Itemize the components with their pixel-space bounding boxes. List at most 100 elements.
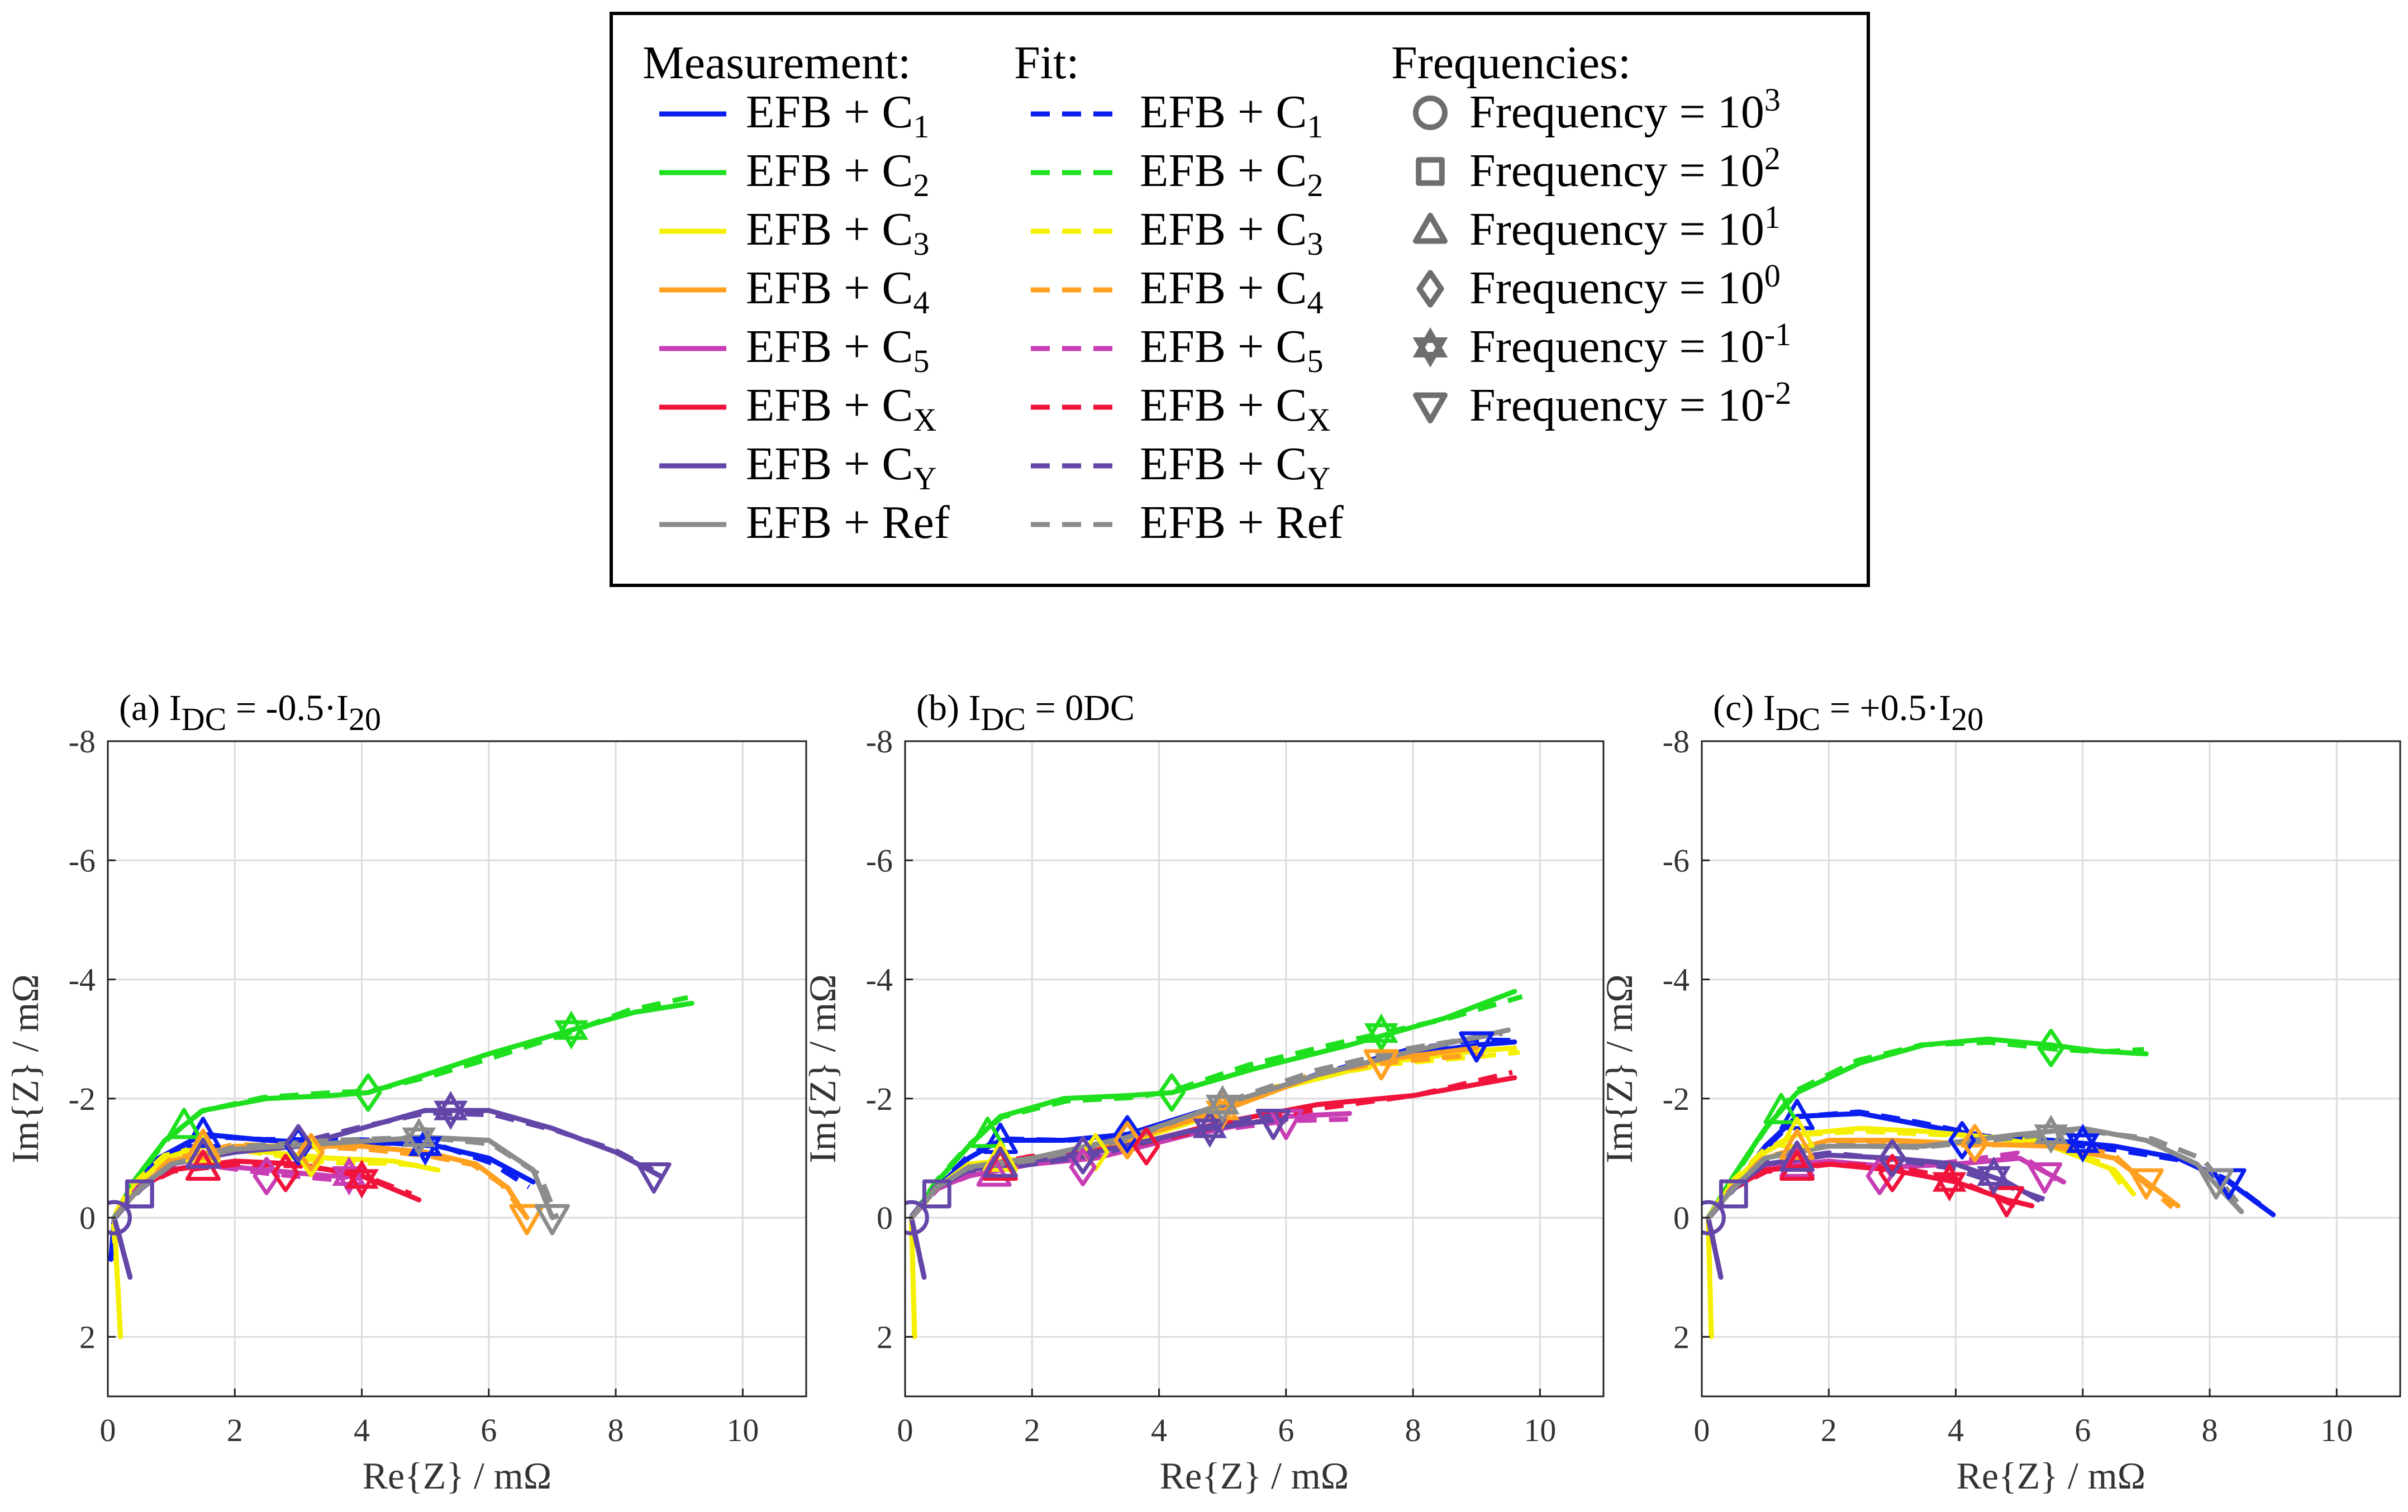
data-marker — [1459, 1031, 1495, 1063]
data-marker — [185, 1128, 221, 1160]
legend: Measurement: Fit: Frequencies: EFB + C1 E… — [610, 12, 1870, 587]
data-marker — [1205, 1085, 1240, 1124]
y-tick-label: -2 — [866, 1081, 893, 1117]
y-tick-label: -2 — [69, 1081, 96, 1117]
x-tick-label: 6 — [1278, 1412, 1294, 1448]
x-tick-label: 6 — [2074, 1412, 2091, 1448]
data-marker — [1702, 1200, 1726, 1236]
legend-frequency-label: Frequency = 102 — [1469, 140, 1781, 197]
data-marker — [166, 1108, 202, 1139]
data-marker — [297, 1133, 325, 1172]
fit-line — [1706, 1138, 2174, 1219]
legend-fit-label: EFB + Ref — [1140, 497, 1344, 548]
fit-line — [1706, 1039, 2144, 1219]
x-axis-label: Re{Z} / mΩ — [1957, 1454, 2146, 1497]
data-marker — [2066, 1123, 2100, 1163]
legend-fit-label: EFB + CX — [1140, 379, 1330, 438]
fit-line — [112, 995, 689, 1219]
data-marker — [402, 1118, 436, 1157]
data-marker — [922, 1179, 951, 1209]
legend-measurement-label: EFB + C2 — [746, 145, 929, 203]
chart-panels: 0 2 4 6 8 10 -8 -6 -4 -2 0 2 (a) IDC = -0.5·I20 Re{Z}… — [4, 688, 2401, 1497]
x-tick-label: 0 — [1694, 1412, 1710, 1448]
fit-line — [1706, 1109, 2268, 1220]
legend-measurement-label: EFB + C3 — [746, 203, 929, 262]
legend-measurement-label: EFB + C4 — [746, 262, 929, 321]
legend-measurement-label: EFB + Ref — [746, 497, 950, 548]
data-marker — [1779, 1140, 1815, 1172]
legend-frequency-label: Frequency = 100 — [1469, 257, 1781, 314]
y-tick-label: -6 — [69, 842, 96, 879]
panel-b: 0 2 4 6 8 10 -8 -6 -4 -2 0 2 (b) IDC = 0DC Re{Z} / mΩ… — [801, 688, 1605, 1497]
fit-line — [112, 1134, 560, 1220]
axes-frame — [1701, 740, 2401, 1397]
y-tick-label: -4 — [69, 962, 96, 998]
legend-fit-label: EFB + C2 — [1140, 145, 1323, 203]
x-tick-label: 2 — [227, 1412, 243, 1448]
y-tick-label: -8 — [69, 723, 96, 760]
legend-fit-label: EFB + CY — [1140, 438, 1330, 497]
x-tick-label: 0 — [897, 1412, 913, 1448]
fit-line — [909, 994, 1523, 1219]
data-marker — [554, 1010, 588, 1050]
panel-c: 0 2 4 6 8 10 -8 -6 -4 -2 0 2 (c) IDC = +0.5·I20 Re{Z}… — [1598, 688, 2401, 1497]
plot-area — [905, 989, 1523, 1339]
legend-fit-label: EFB + C5 — [1140, 321, 1323, 379]
data-marker — [1193, 1109, 1227, 1148]
legend-measurement-label: EFB + C1 — [746, 86, 929, 145]
y-tick-label: -4 — [866, 962, 893, 998]
legend-hexagram-icon — [1412, 327, 1448, 368]
data-marker — [2034, 1114, 2068, 1154]
data-marker — [1779, 1149, 1815, 1181]
legend-triangle-up-icon — [1413, 213, 1448, 244]
legend-fit-header: Fit: — [1014, 37, 1079, 89]
x-tick-label: 10 — [2320, 1412, 2353, 1448]
data-marker — [1779, 1128, 1815, 1160]
data-marker — [1719, 1179, 1748, 1209]
data-marker — [534, 1204, 570, 1236]
x-tick-label: 2 — [1024, 1412, 1040, 1448]
y-axis-label: Im{Z} / mΩ — [801, 974, 844, 1163]
data-marker — [1113, 1115, 1141, 1154]
axes-frame — [904, 740, 1605, 1397]
legend-frequency-label: Frequency = 10-2 — [1469, 375, 1791, 431]
legend-measurement-label: EFB + CY — [746, 438, 936, 497]
data-marker — [1364, 1013, 1398, 1053]
data-marker — [434, 1091, 468, 1131]
data-marker — [1988, 1186, 2024, 1218]
data-marker — [1977, 1156, 2011, 1196]
panel-title: (a) IDC = -0.5·I20 — [119, 688, 381, 737]
data-marker — [2198, 1168, 2234, 1200]
data-marker — [354, 1073, 382, 1112]
data-marker — [636, 1162, 672, 1194]
legend-measurement-label: EFB + CX — [746, 379, 936, 438]
x-tick-label: 8 — [1405, 1412, 1421, 1448]
y-axis-label: Im{Z} / mΩ — [1598, 974, 1640, 1163]
data-marker — [1932, 1162, 1967, 1202]
x-tick-label: 6 — [480, 1412, 497, 1448]
legend-fit-label: EFB + C4 — [1140, 262, 1323, 321]
y-tick-label: 2 — [79, 1319, 96, 1355]
legend-frequency-label: Frequency = 10-1 — [1469, 316, 1791, 373]
data-marker — [1255, 1108, 1291, 1140]
data-marker — [125, 1179, 154, 1209]
data-marker — [1878, 1139, 1906, 1177]
x-tick-label: 4 — [1151, 1412, 1167, 1448]
legend-measurement-label: EFB + C5 — [746, 321, 929, 379]
data-marker — [1132, 1127, 1160, 1166]
x-tick-label: 0 — [100, 1412, 116, 1448]
data-marker — [1069, 1136, 1097, 1175]
y-axis-label: Im{Z} / mΩ — [4, 974, 46, 1163]
y-tick-label: -4 — [1663, 962, 1690, 998]
data-marker — [1779, 1099, 1815, 1131]
data-marker — [1158, 1073, 1186, 1112]
y-tick-label: -6 — [866, 842, 893, 879]
y-tick-label: -8 — [866, 723, 893, 760]
data-marker — [272, 1153, 299, 1193]
data-marker — [1763, 1093, 1799, 1124]
panel-a: 0 2 4 6 8 10 -8 -6 -4 -2 0 2 (a) IDC = -0.5·I20 Re{Z}… — [4, 688, 807, 1497]
panel-title: (c) IDC = +0.5·I20 — [1713, 688, 1983, 737]
x-tick-label: 8 — [2202, 1412, 2218, 1448]
